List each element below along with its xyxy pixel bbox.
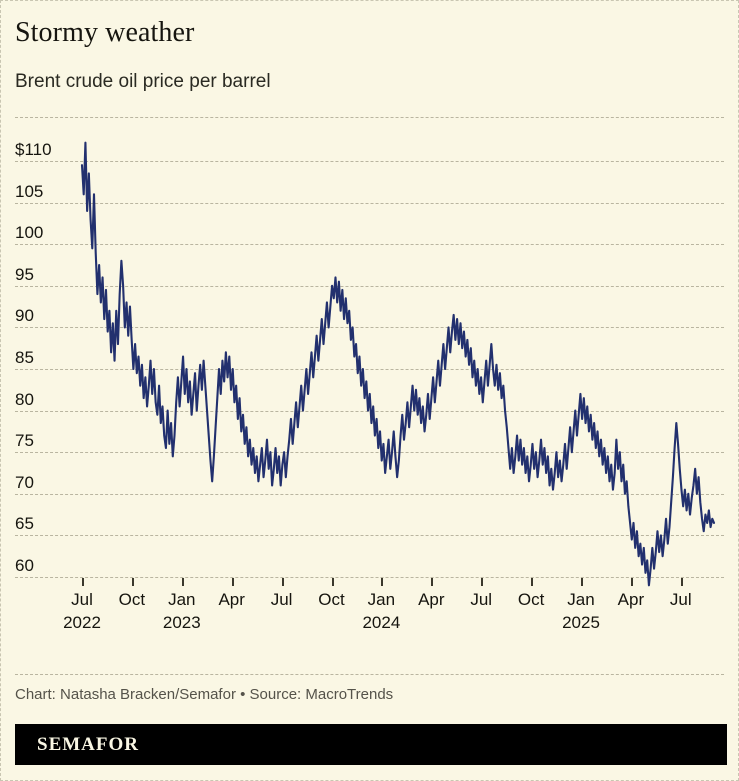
line-series-brent-crude [80,141,716,587]
footer-divider [15,674,724,675]
y-tick-label: 90 [15,306,34,326]
gridline [15,327,724,329]
gridline [15,493,724,495]
x-tick-label: Oct [318,590,345,609]
x-year-label: 2025 [562,613,600,632]
gridline [15,410,724,412]
chart-subtitle: Brent crude oil price per barrel [15,71,271,92]
x-tick-label: Jul [270,590,293,609]
y-tick-label: 85 [15,348,34,367]
x-tick-label: Oct [118,590,146,609]
y-tick-label: 105 [15,181,44,201]
gridline [15,285,724,287]
chart-credit: Chart: Natasha Bracken/Semafor • Source:… [15,686,394,703]
x-tick-mark [481,578,484,586]
y-tick-label: 100 [15,223,44,243]
x-tick-mark [381,578,384,586]
y-tick-label: $110 [15,140,52,159]
gridline [15,369,724,370]
x-tick-mark [680,578,683,586]
x-year-label: 2024 [362,613,401,632]
x-tick-label: Apr [418,590,445,609]
x-tick-mark [231,578,234,586]
gridline [15,244,724,246]
x-tick-label: Apr [218,590,245,609]
series-polyline [80,141,716,587]
x-tick-mark [281,578,284,586]
x-tick-label: Jul [669,590,692,609]
page-title: Stormy weather [15,17,195,48]
x-tick-mark [82,578,84,586]
gridline [15,535,724,537]
x-tick-label: Jul [71,590,93,609]
x-year-label: 2022 [63,613,101,632]
gridline [15,452,724,454]
plot-area: $110 105 100 95 90 85 80 75 70 65 60 Jul 2022 Oct Jan… [1,1,738,632]
x-tick-label: Jan [367,590,396,609]
y-tick-label: 65 [15,514,34,534]
y-tick-label: 75 [15,431,34,451]
x-year-label: 2023 [162,613,201,632]
y-tick-label: 80 [15,389,34,409]
x-tick-label: Jul [470,590,493,609]
y-tick-label: 60 [15,556,34,575]
x-tick-label: Jan [168,590,196,609]
x-tick-mark [581,578,583,586]
header-divider [15,117,724,118]
gridline [15,202,724,204]
semafor-logo: SEMAFOR [37,734,139,755]
x-tick-mark [630,578,633,586]
x-tick-mark [181,578,184,586]
gridline [15,577,724,578]
x-tick-mark [531,578,534,586]
x-tick-label: Oct [517,590,545,609]
brand-bar: SEMAFOR [15,724,727,765]
y-tick-label: 70 [15,472,34,492]
x-tick-label: Apr [617,590,645,609]
y-tick-label: 95 [15,264,34,284]
gridline [15,161,724,162]
x-tick-mark [131,578,134,586]
x-tick-label: Jan [567,590,595,609]
x-tick-mark [431,578,434,586]
x-tick-mark [331,578,334,586]
